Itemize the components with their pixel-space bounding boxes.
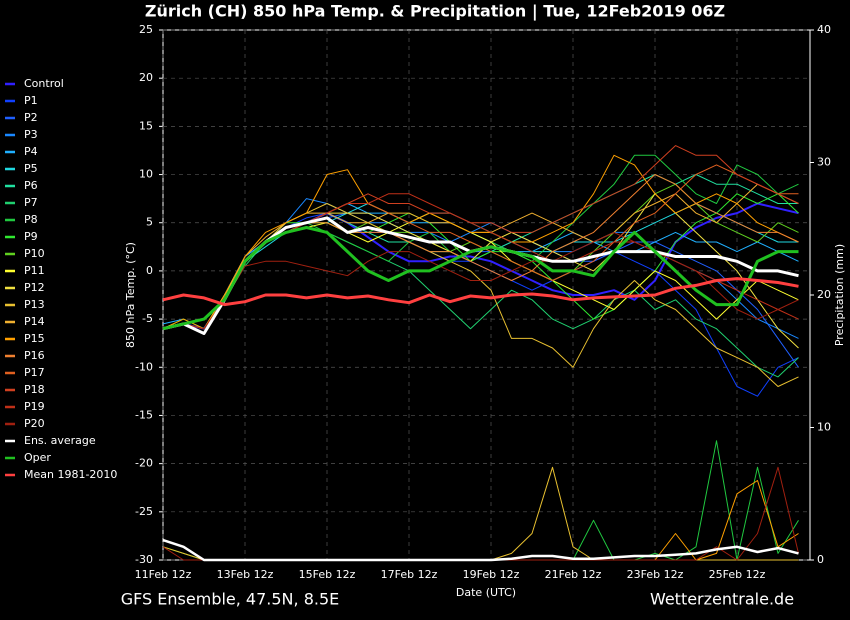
y-tick-label: 10 [139, 168, 153, 181]
legend-label: P17 [24, 366, 45, 379]
source: Wetterzentrale.de [650, 590, 794, 609]
y-tick-label: 15 [139, 119, 153, 132]
x-tick-label: 23Feb 12z [627, 568, 684, 581]
temp-line [162, 154, 799, 330]
y2-tick-label: 20 [817, 288, 831, 301]
y-tick-label: 25 [139, 23, 153, 36]
y-tick-label: -20 [135, 457, 153, 470]
legend-label: Mean 1981-2010 [24, 468, 117, 481]
y2-tick-label: 0 [817, 553, 824, 566]
legend-label: P15 [24, 332, 45, 345]
legend-label: Ens. average [24, 434, 96, 447]
legend-label: Control [24, 77, 64, 90]
y-tick-label: -30 [135, 553, 153, 566]
legend-label: P10 [24, 247, 45, 260]
y-tick-label: -15 [135, 408, 153, 421]
legend-label: P19 [24, 400, 45, 413]
legend-label: P8 [24, 213, 38, 226]
x-tick-label: 17Feb 12z [381, 568, 438, 581]
legend-label: P20 [24, 417, 45, 430]
legend-label: P1 [24, 94, 38, 107]
legend-label: P6 [24, 179, 38, 192]
y-tick-label: -10 [135, 360, 153, 373]
y2-tick-label: 40 [817, 23, 831, 36]
legend-label: P12 [24, 281, 45, 294]
subtitle: GFS Ensemble, 47.5N, 8.5E [121, 590, 340, 609]
y2-axis-label: Precipitation (mm) [833, 244, 846, 346]
x-tick-label: 25Feb 12z [709, 568, 766, 581]
y2-tick-label: 30 [817, 156, 831, 169]
legend-label: P13 [24, 298, 45, 311]
y-tick-label: 0 [146, 264, 153, 277]
x-tick-label: 19Feb 12z [463, 568, 520, 581]
legend-label: P3 [24, 128, 38, 141]
legend-label: P11 [24, 264, 45, 277]
temp-line [162, 231, 799, 330]
precip-line [162, 538, 799, 562]
y-axis-label: 850 hPa Temp. (°C) [124, 242, 137, 348]
legend-label: P14 [24, 315, 45, 328]
x-tick-label: 21Feb 12z [545, 568, 602, 581]
x-axis-label: Date (UTC) [456, 586, 516, 599]
y-tick-label: 20 [139, 71, 153, 84]
temp-line [162, 277, 799, 307]
legend-label: P7 [24, 196, 38, 209]
y-tick-label: 5 [146, 216, 153, 229]
legend-label: P2 [24, 111, 38, 124]
legend-label: P9 [24, 230, 38, 243]
plot-area [162, 29, 811, 561]
chart-title: Zürich (CH) 850 hPa Temp. & Precipitatio… [145, 2, 725, 22]
legend-label: Oper [24, 451, 51, 464]
y-tick-label: -25 [135, 505, 153, 518]
legend-label: P5 [24, 162, 38, 175]
x-tick-label: 15Feb 12z [299, 568, 356, 581]
legend-label: P18 [24, 383, 45, 396]
x-tick-label: 13Feb 12z [217, 568, 274, 581]
legend-label: P4 [24, 145, 38, 158]
y2-tick-label: 10 [817, 421, 831, 434]
x-tick-label: 11Feb 12z [135, 568, 192, 581]
y-tick-label: -5 [142, 312, 153, 325]
legend-label: P16 [24, 349, 45, 362]
